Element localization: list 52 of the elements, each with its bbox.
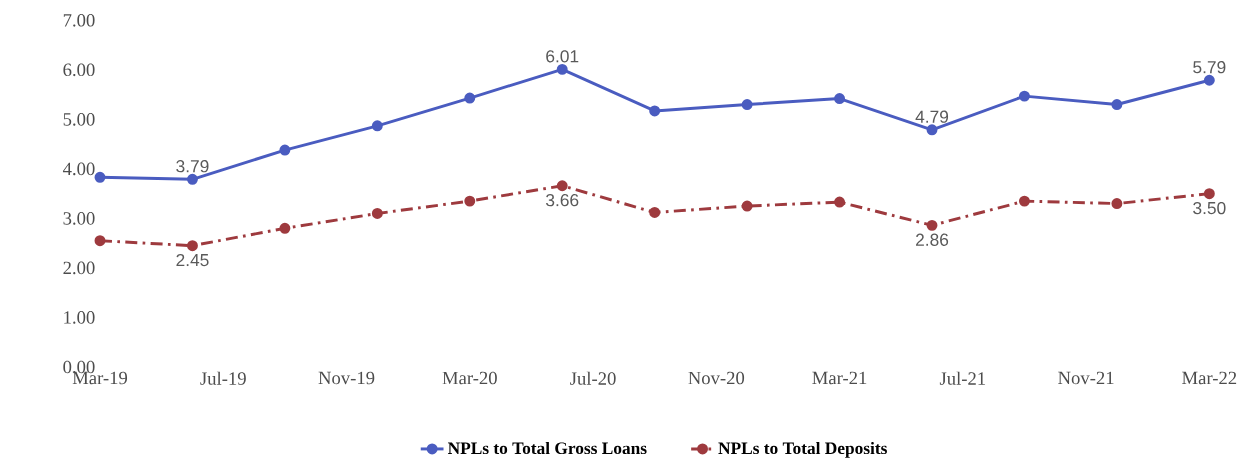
x-tick-label: Jul-20 [570, 371, 616, 385]
x-tick-label: Jul-19 [200, 371, 246, 385]
x-tick-label: Jul-21 [939, 371, 986, 385]
point [741, 200, 753, 212]
point [741, 98, 753, 110]
data-label: 3.66 [546, 193, 579, 207]
x-tick-label: Nov-21 [1058, 371, 1114, 385]
point [1203, 188, 1215, 199]
point [926, 124, 938, 136]
data-label: 3.79 [176, 159, 209, 173]
point [279, 222, 291, 234]
point [1018, 90, 1030, 102]
y-tick-label: 4.00 [62, 162, 95, 176]
point [186, 240, 198, 251]
point [464, 195, 476, 207]
point [94, 171, 106, 183]
point [1111, 197, 1123, 209]
legend-label: NPLs to Total Gross Loans [447, 441, 647, 454]
legend-label: NPLs to Total Deposits [718, 441, 887, 458]
point [649, 105, 661, 117]
y-tick-label: 7.00 [63, 13, 95, 27]
point [834, 92, 846, 104]
x-tick-label: Mar-21 [812, 371, 867, 385]
data-label: 6.01 [546, 50, 579, 63]
x-tick-label: Nov-20 [688, 371, 745, 385]
point [371, 120, 383, 132]
data-label: 5.79 [1193, 60, 1226, 74]
point [279, 144, 291, 156]
x-tick-label: Nov-19 [318, 371, 375, 385]
point [371, 207, 383, 219]
point [556, 63, 568, 75]
point [834, 196, 846, 208]
x-tick-label: Mar-20 [442, 371, 497, 385]
data-label: 2.86 [916, 233, 949, 246]
data-label: 2.45 [176, 253, 209, 267]
y-tick-label: 1.00 [64, 310, 95, 324]
point [556, 180, 568, 192]
y-tick-label: 6.00 [63, 63, 95, 77]
point [1111, 98, 1123, 110]
point [926, 219, 938, 231]
data-label: 4.79 [915, 110, 949, 123]
point [649, 206, 661, 218]
y-tick-label: 3.00 [63, 211, 95, 225]
data-label: 3.50 [1193, 201, 1226, 215]
point [1018, 195, 1030, 207]
point [186, 173, 198, 185]
point [94, 235, 106, 247]
point [464, 92, 476, 104]
y-tick-label: 5.00 [63, 112, 95, 126]
point [1203, 74, 1215, 86]
x-tick-label: Mar-22 [1182, 371, 1237, 385]
y-tick-label: 2.00 [63, 261, 95, 275]
